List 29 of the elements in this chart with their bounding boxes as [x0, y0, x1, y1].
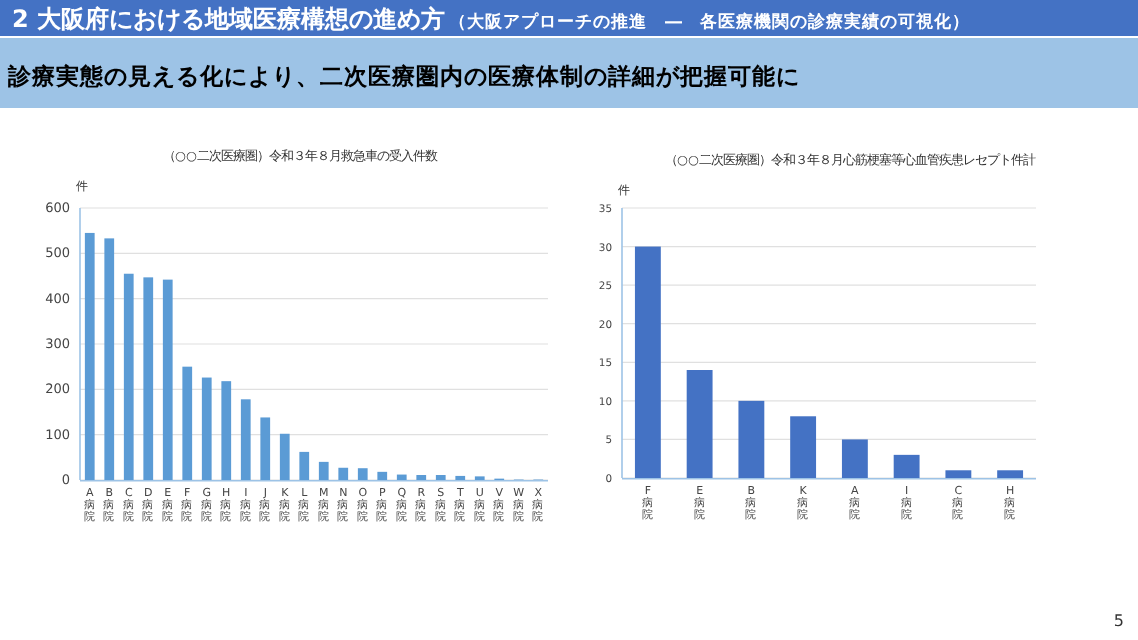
- bar: [84, 232, 95, 480]
- bar: [997, 470, 1024, 478]
- bar: [260, 417, 271, 480]
- bar: [841, 439, 868, 478]
- text: 2 大阪府における地域医療構想の進め方: [12, 5, 446, 33]
- bar: [162, 279, 173, 480]
- bar: [377, 471, 388, 480]
- bar: [299, 451, 310, 480]
- bar: [104, 238, 115, 480]
- bar: [143, 277, 154, 480]
- bar: [182, 366, 193, 480]
- text: （大阪アプローチの推進 ― 各医療機関の診療実績の可視化）: [449, 11, 971, 33]
- bar: [686, 370, 713, 478]
- text: 診療実態の見える化により、二次医療圏内の医療体制の詳細が把握可能に: [6, 62, 800, 90]
- bar: [240, 399, 251, 480]
- bar: [123, 273, 134, 480]
- bar: [738, 400, 765, 478]
- bar: [221, 381, 232, 480]
- bar: [893, 454, 920, 478]
- bar: [634, 246, 661, 478]
- bar: [357, 468, 368, 480]
- bar: [790, 416, 817, 478]
- bar: [396, 474, 407, 480]
- bar: [201, 377, 212, 480]
- bar: [279, 433, 290, 480]
- bar: [318, 461, 329, 480]
- text: 5: [1113, 612, 1124, 630]
- bar: [945, 470, 972, 478]
- bar: [338, 467, 349, 480]
